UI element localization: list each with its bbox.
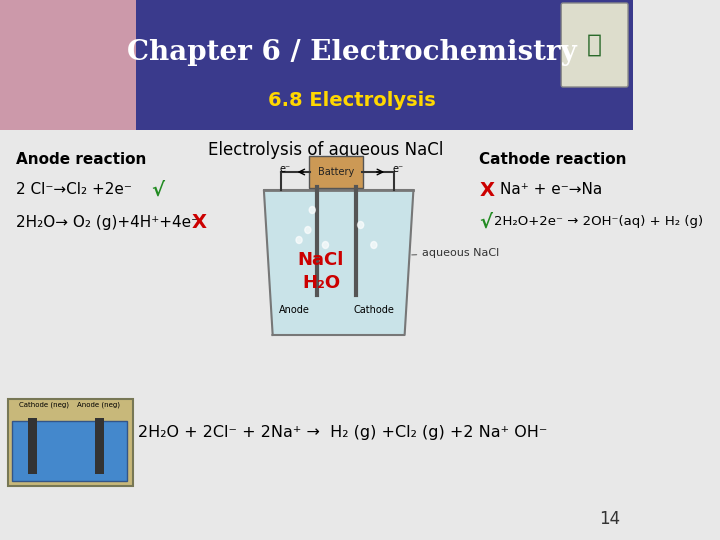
Text: Anode reaction: Anode reaction xyxy=(16,152,146,167)
Text: Cathode: Cathode xyxy=(354,305,395,315)
Text: H₂O: H₂O xyxy=(302,274,340,292)
Circle shape xyxy=(309,206,315,213)
Circle shape xyxy=(296,237,302,244)
Text: 2H₂O + 2Cl⁻ + 2Na⁺ →  H₂ (g) +Cl₂ (g) +2 Na⁺ OH⁻: 2H₂O + 2Cl⁻ + 2Na⁺ → H₂ (g) +Cl₂ (g) +2 … xyxy=(138,424,548,440)
Polygon shape xyxy=(264,190,413,335)
Text: √: √ xyxy=(480,213,492,232)
Text: 2H₂O→ O₂ (g)+4H⁺+4e⁻: 2H₂O→ O₂ (g)+4H⁺+4e⁻ xyxy=(16,214,199,230)
Bar xyxy=(0,0,136,130)
FancyBboxPatch shape xyxy=(8,399,132,486)
FancyBboxPatch shape xyxy=(0,0,634,130)
Text: e⁻: e⁻ xyxy=(392,164,403,174)
Text: X: X xyxy=(192,213,207,232)
Text: 2H₂O+2e⁻ → 2OH⁻(aq) + H₂ (g): 2H₂O+2e⁻ → 2OH⁻(aq) + H₂ (g) xyxy=(495,215,703,228)
Text: √: √ xyxy=(151,180,164,199)
Text: 2 Cl⁻→Cl₂ +2e⁻: 2 Cl⁻→Cl₂ +2e⁻ xyxy=(16,183,132,198)
Text: Na⁺ + e⁻→Na: Na⁺ + e⁻→Na xyxy=(500,183,602,198)
Text: ⛪: ⛪ xyxy=(587,33,602,57)
Text: e⁻: e⁻ xyxy=(279,164,291,174)
Text: Battery: Battery xyxy=(318,167,354,177)
Circle shape xyxy=(371,241,377,248)
Text: 6.8 Electrolysis: 6.8 Electrolysis xyxy=(268,91,436,110)
Text: 14: 14 xyxy=(599,510,620,528)
Text: Electrolysis of aqueous NaCl: Electrolysis of aqueous NaCl xyxy=(208,141,443,159)
FancyBboxPatch shape xyxy=(561,3,628,87)
FancyBboxPatch shape xyxy=(0,130,634,540)
Circle shape xyxy=(305,226,311,233)
Text: Cathode reaction: Cathode reaction xyxy=(480,152,627,167)
Text: Cathode (neg): Cathode (neg) xyxy=(19,402,69,408)
Text: Chapter 6 / Electrochemistry: Chapter 6 / Electrochemistry xyxy=(127,38,577,65)
FancyBboxPatch shape xyxy=(12,421,127,481)
Text: aqueous NaCl: aqueous NaCl xyxy=(412,248,500,258)
Bar xyxy=(95,418,104,474)
Text: Anode (neg): Anode (neg) xyxy=(78,402,120,408)
Bar xyxy=(28,418,37,474)
Text: Anode: Anode xyxy=(279,305,310,315)
FancyBboxPatch shape xyxy=(309,156,364,188)
Circle shape xyxy=(323,241,328,248)
Text: NaCl: NaCl xyxy=(298,251,344,269)
Circle shape xyxy=(358,221,364,228)
Text: X: X xyxy=(480,180,495,199)
